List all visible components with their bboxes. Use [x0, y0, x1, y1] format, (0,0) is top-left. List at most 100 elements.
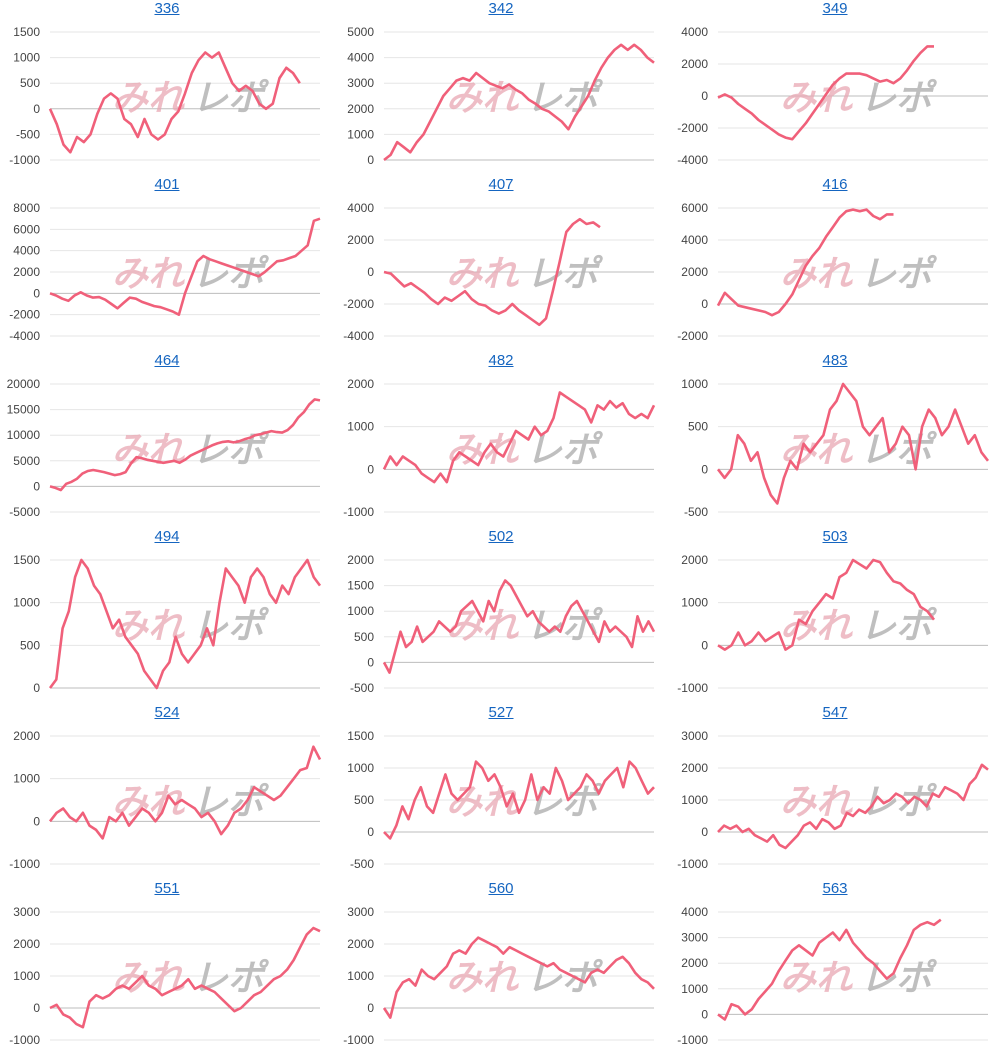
watermark-logo: レポ — [860, 254, 938, 295]
y-tick-label: 2000 — [347, 102, 374, 116]
chart-svg: 2000 1000 0 -1000 みれ レポ — [677, 553, 988, 695]
chart-title-link[interactable]: 407 — [488, 176, 514, 193]
chart-title-link[interactable]: 503 — [822, 528, 848, 545]
y-tick-label: 3000 — [347, 905, 374, 919]
chart-title-link[interactable]: 560 — [488, 880, 514, 897]
series-line — [48, 745, 322, 840]
y-tick-label: 5000 — [13, 454, 40, 468]
chart-title-link[interactable]: 483 — [822, 352, 848, 369]
chart-svg: 6000 4000 2000 0 -2000 みれ レポ — [677, 201, 988, 343]
series-line — [382, 391, 656, 484]
series-line — [49, 926, 321, 1029]
y-tick-label: 1000 — [681, 793, 708, 807]
y-tick-label: 2000 — [347, 233, 374, 247]
y-tick-label: 1000 — [13, 772, 40, 786]
chart-502: 2000 1500 1000 500 0 -500 みれ レポ 502 — [334, 528, 668, 703]
y-tick-label: -1000 — [9, 1033, 40, 1047]
y-tick-label: 2000 — [681, 57, 708, 71]
watermark-logo: レポ — [860, 782, 938, 823]
watermark-logo: みれ — [780, 430, 853, 471]
chart-svg: 3000 2000 1000 0 -1000 みれ レポ — [9, 905, 321, 1047]
y-tick-label: -500 — [684, 505, 708, 519]
watermark-logo: レポ — [526, 254, 604, 295]
y-tick-label: 4000 — [347, 51, 374, 65]
chart-494: 1500 1000 500 0 みれ レポ 494 — [0, 528, 334, 703]
chart-svg: 2000 1000 0 -1000 みれ レポ — [343, 377, 656, 519]
y-tick-label: -1000 — [677, 1033, 708, 1047]
y-tick-label: -500 — [350, 857, 374, 871]
series-line — [383, 760, 655, 840]
chart-416: 6000 4000 2000 0 -2000 みれ レポ 416 — [668, 176, 1002, 351]
watermark-logo: みれ — [446, 782, 519, 823]
series-line — [48, 558, 322, 690]
y-tick-label: 1000 — [347, 604, 374, 618]
chart-title-link[interactable]: 401 — [154, 176, 180, 193]
chart-349: 4000 2000 0 -2000 -4000 みれ レポ 349 — [668, 0, 1002, 175]
y-tick-label: 15000 — [7, 403, 41, 417]
chart-svg: 1500 1000 500 0 -500 -1000 みれ レポ — [9, 25, 320, 167]
y-tick-label: -4000 — [677, 153, 708, 167]
chart-342: 5000 4000 3000 2000 1000 0 みれ レポ 342 — [334, 0, 668, 175]
y-tick-label: 0 — [367, 1001, 374, 1015]
y-tick-label: 1500 — [13, 25, 40, 39]
chart-title-link[interactable]: 482 — [488, 352, 514, 369]
watermark-logo: みれ — [780, 782, 853, 823]
chart-560: 3000 2000 1000 0 -1000 みれ レポ 560 — [334, 880, 668, 1055]
y-tick-label: -2000 — [9, 308, 40, 322]
y-tick-label: 1000 — [347, 969, 374, 983]
y-tick-label: -500 — [16, 127, 40, 141]
chart-title-link[interactable]: 416 — [822, 176, 848, 193]
watermark-logo: レポ — [192, 430, 270, 471]
chart-title-link[interactable]: 349 — [822, 0, 848, 17]
watermark-logo: みれ — [112, 606, 185, 647]
chart-title-link[interactable]: 551 — [154, 880, 180, 897]
watermark-logo: みれ — [780, 78, 853, 119]
watermark-logo: みれ — [446, 606, 519, 647]
chart-svg: 8000 6000 4000 2000 0 -2000 -4000 みれ レポ — [9, 201, 321, 343]
chart-title-link[interactable]: 502 — [488, 528, 514, 545]
watermark-logo: レポ — [192, 254, 270, 295]
watermark-logo: みれ — [112, 958, 185, 999]
y-tick-label: 500 — [354, 793, 374, 807]
watermark-logo: レポ — [860, 78, 938, 119]
y-tick-label: 1000 — [681, 596, 708, 610]
chart-527: 1500 1000 500 0 -500 みれ レポ 527 — [334, 704, 668, 879]
watermark-logo: レポ — [860, 606, 938, 647]
chart-svg: 3000 2000 1000 0 -1000 みれ レポ — [343, 905, 655, 1047]
series-line — [48, 51, 301, 154]
y-tick-label: -1000 — [9, 857, 40, 871]
y-tick-label: 20000 — [7, 377, 41, 391]
chart-title-link[interactable]: 336 — [154, 0, 180, 17]
chart-svg: 2000 1500 1000 500 0 -500 みれ レポ — [347, 553, 656, 695]
y-tick-label: 0 — [701, 1007, 708, 1021]
chart-title-link[interactable]: 464 — [154, 352, 180, 369]
y-tick-label: 500 — [20, 76, 40, 90]
chart-title-link[interactable]: 342 — [488, 0, 514, 17]
y-tick-label: 1000 — [681, 982, 708, 996]
y-tick-label: 0 — [367, 462, 374, 476]
series-line — [49, 217, 321, 316]
y-tick-label: 2000 — [13, 937, 40, 951]
y-tick-label: 6000 — [13, 222, 40, 236]
chart-title-link[interactable]: 524 — [154, 704, 180, 721]
chart-title-link[interactable]: 527 — [488, 704, 514, 721]
y-tick-label: 0 — [33, 1001, 40, 1015]
y-tick-label: -5000 — [9, 505, 40, 519]
chart-563: 4000 3000 2000 1000 0 -1000 みれ レポ 563 — [668, 880, 1002, 1055]
chart-503: 2000 1000 0 -1000 みれ レポ 503 — [668, 528, 1002, 703]
y-tick-label: 3000 — [347, 76, 374, 90]
chart-title-link[interactable]: 563 — [822, 880, 848, 897]
y-tick-label: 0 — [33, 479, 40, 493]
y-tick-label: 3000 — [13, 905, 40, 919]
chart-title-link[interactable]: 547 — [822, 704, 848, 721]
y-tick-label: 0 — [33, 681, 40, 695]
series-line — [717, 763, 989, 850]
watermark-logo: みれ — [780, 958, 853, 999]
watermark-logo: みれ — [780, 606, 853, 647]
y-tick-label: 0 — [367, 655, 374, 669]
y-tick-label: 4000 — [681, 25, 708, 39]
chart-title-link[interactable]: 494 — [154, 528, 180, 545]
watermark-logo: レポ — [192, 78, 270, 119]
